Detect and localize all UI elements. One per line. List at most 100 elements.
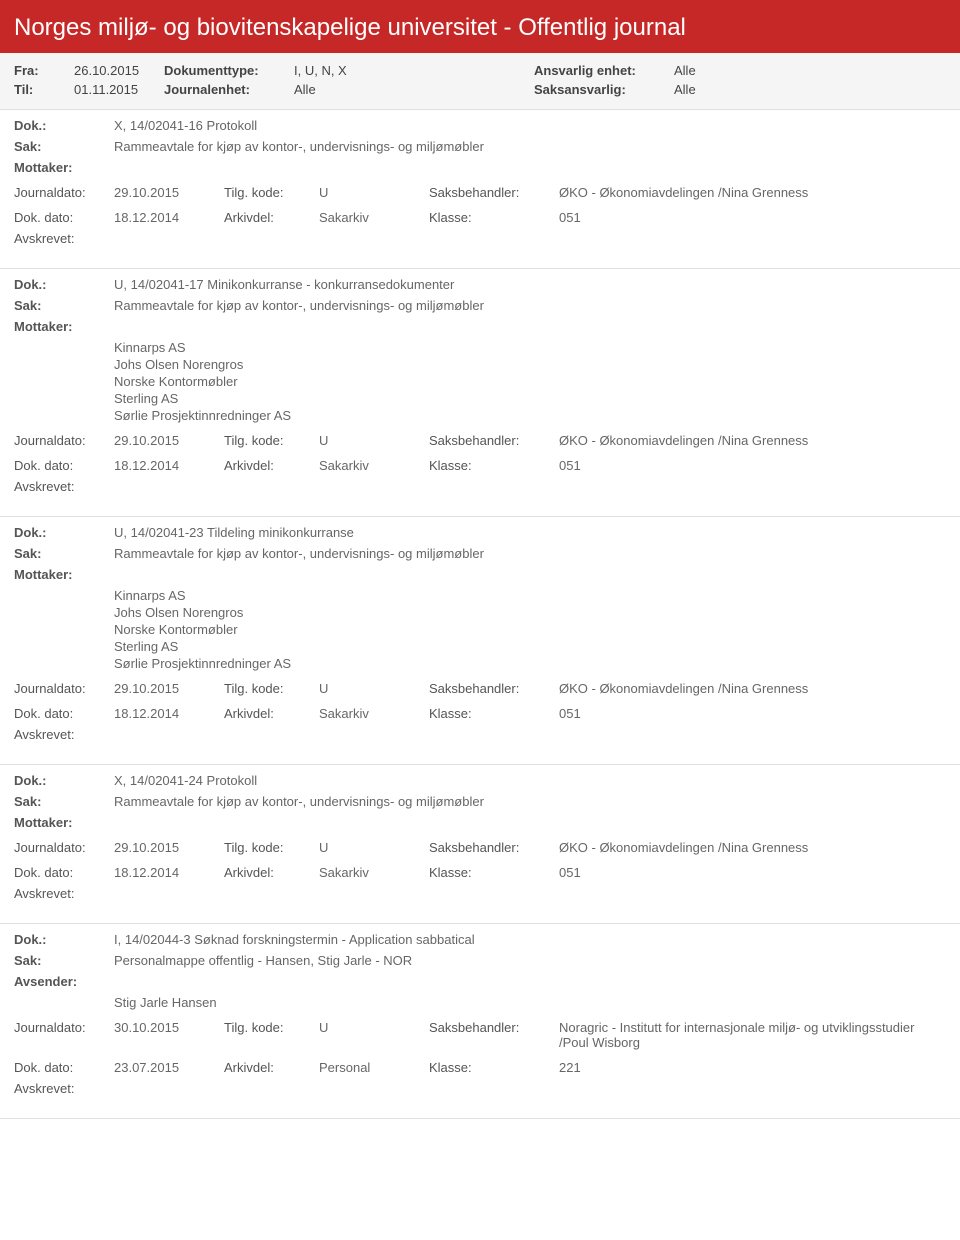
dok-value: U, 14/02041-17 Minikonkurranse - konkurr… xyxy=(114,277,946,292)
recipient-item: Sørlie Prosjektinnredninger AS xyxy=(114,656,946,671)
dok-value: X, 14/02041-16 Protokoll xyxy=(114,118,946,133)
tilgkode-label: Tilg. kode: xyxy=(224,1020,319,1050)
avskrevet-label: Avskrevet: xyxy=(14,727,114,742)
arkivdel-value: Sakarkiv xyxy=(319,458,429,473)
dokdato-label: Dok. dato: xyxy=(14,458,114,473)
klasse-value: 051 xyxy=(559,458,946,473)
saksbehandler-value: ØKO - Økonomiavdelingen /Nina Grenness xyxy=(559,840,946,855)
tilgkode-value: U xyxy=(319,433,429,448)
journaldato-label: Journaldato: xyxy=(14,433,114,448)
avskrevet-value xyxy=(114,886,946,901)
saksbehandler-value: ØKO - Økonomiavdelingen /Nina Grenness xyxy=(559,433,946,448)
recipient-item: Sterling AS xyxy=(114,391,946,406)
arkivdel-label: Arkivdel: xyxy=(224,706,319,721)
tilgkode-label: Tilg. kode: xyxy=(224,185,319,200)
dokdato-label: Dok. dato: xyxy=(14,865,114,880)
doktype-value: I, U, N, X xyxy=(294,63,534,78)
dok-label: Dok.: xyxy=(14,525,114,540)
entries-container: Dok.:X, 14/02041-16 ProtokollSak:Rammeav… xyxy=(0,110,960,1119)
avskrevet-label: Avskrevet: xyxy=(14,231,114,246)
tilgkode-label: Tilg. kode: xyxy=(224,681,319,696)
recipient-item: Johs Olsen Norengros xyxy=(114,357,946,372)
avskrevet-label: Avskrevet: xyxy=(14,886,114,901)
party-value xyxy=(114,974,946,989)
avskrevet-label: Avskrevet: xyxy=(14,1081,114,1096)
arkivdel-value: Sakarkiv xyxy=(319,706,429,721)
saksbehandler-label: Saksbehandler: xyxy=(429,681,559,696)
sak-label: Sak: xyxy=(14,794,114,809)
tilgkode-label: Tilg. kode: xyxy=(224,840,319,855)
ansvarlig-label: Ansvarlig enhet: xyxy=(534,63,674,78)
klasse-label: Klasse: xyxy=(429,458,559,473)
fra-label: Fra: xyxy=(14,63,74,78)
journalenhet-value: Alle xyxy=(294,82,534,97)
recipient-item: Johs Olsen Norengros xyxy=(114,605,946,620)
dok-label: Dok.: xyxy=(14,118,114,133)
arkivdel-label: Arkivdel: xyxy=(224,210,319,225)
avskrevet-value xyxy=(114,727,946,742)
dokdato-value: 18.12.2014 xyxy=(114,865,224,880)
tilgkode-value: U xyxy=(319,840,429,855)
klasse-label: Klasse: xyxy=(429,210,559,225)
arkivdel-value: Sakarkiv xyxy=(319,210,429,225)
party-label: Mottaker: xyxy=(14,160,114,175)
avskrevet-value xyxy=(114,231,946,246)
journaldato-label: Journaldato: xyxy=(14,840,114,855)
fra-value: 26.10.2015 xyxy=(74,63,164,78)
tilgkode-label: Tilg. kode: xyxy=(224,433,319,448)
journal-entry: Dok.:X, 14/02041-24 ProtokollSak:Rammeav… xyxy=(0,765,960,924)
journal-entry: Dok.:U, 14/02041-17 Minikonkurranse - ko… xyxy=(0,269,960,517)
saksansvarlig-value: Alle xyxy=(674,82,696,97)
dokdato-label: Dok. dato: xyxy=(14,1060,114,1075)
dokdato-value: 23.07.2015 xyxy=(114,1060,224,1075)
sak-label: Sak: xyxy=(14,953,114,968)
journaldato-value: 29.10.2015 xyxy=(114,185,224,200)
saksbehandler-label: Saksbehandler: xyxy=(429,840,559,855)
sak-value: Personalmappe offentlig - Hansen, Stig J… xyxy=(114,953,946,968)
doktype-label: Dokumenttype: xyxy=(164,63,294,78)
tilgkode-value: U xyxy=(319,1020,429,1050)
journaldato-label: Journaldato: xyxy=(14,1020,114,1050)
recipients-list: Stig Jarle Hansen xyxy=(114,995,946,1010)
sak-value: Rammeavtale for kjøp av kontor-, undervi… xyxy=(114,794,946,809)
saksansvarlig-label: Saksansvarlig: xyxy=(534,82,674,97)
dokdato-value: 18.12.2014 xyxy=(114,210,224,225)
arkivdel-label: Arkivdel: xyxy=(224,458,319,473)
dokdato-label: Dok. dato: xyxy=(14,210,114,225)
klasse-label: Klasse: xyxy=(429,1060,559,1075)
klasse-value: 051 xyxy=(559,706,946,721)
avskrevet-value xyxy=(114,479,946,494)
recipient-item: Stig Jarle Hansen xyxy=(114,995,946,1010)
party-label: Mottaker: xyxy=(14,319,114,334)
journaldato-value: 29.10.2015 xyxy=(114,840,224,855)
klasse-value: 051 xyxy=(559,210,946,225)
arkivdel-label: Arkivdel: xyxy=(224,1060,319,1075)
journalenhet-label: Journalenhet: xyxy=(164,82,294,97)
party-value xyxy=(114,319,946,334)
arkivdel-value: Personal xyxy=(319,1060,429,1075)
tilgkode-value: U xyxy=(319,681,429,696)
saksbehandler-label: Saksbehandler: xyxy=(429,433,559,448)
dok-label: Dok.: xyxy=(14,277,114,292)
klasse-value: 051 xyxy=(559,865,946,880)
avskrevet-value xyxy=(114,1081,946,1096)
party-label: Mottaker: xyxy=(14,815,114,830)
recipient-item: Kinnarps AS xyxy=(114,588,946,603)
journaldato-value: 30.10.2015 xyxy=(114,1020,224,1050)
dok-label: Dok.: xyxy=(14,932,114,947)
recipient-item: Sterling AS xyxy=(114,639,946,654)
party-value xyxy=(114,160,946,175)
saksbehandler-value: ØKO - Økonomiavdelingen /Nina Grenness xyxy=(559,681,946,696)
arkivdel-value: Sakarkiv xyxy=(319,865,429,880)
saksbehandler-label: Saksbehandler: xyxy=(429,1020,559,1050)
dok-value: I, 14/02044-3 Søknad forskningstermin - … xyxy=(114,932,946,947)
sak-value: Rammeavtale for kjøp av kontor-, undervi… xyxy=(114,139,946,154)
dokdato-value: 18.12.2014 xyxy=(114,706,224,721)
tilgkode-value: U xyxy=(319,185,429,200)
journaldato-value: 29.10.2015 xyxy=(114,433,224,448)
party-label: Avsender: xyxy=(14,974,114,989)
party-value xyxy=(114,815,946,830)
til-label: Til: xyxy=(14,82,74,97)
journaldato-label: Journaldato: xyxy=(14,185,114,200)
sak-label: Sak: xyxy=(14,546,114,561)
